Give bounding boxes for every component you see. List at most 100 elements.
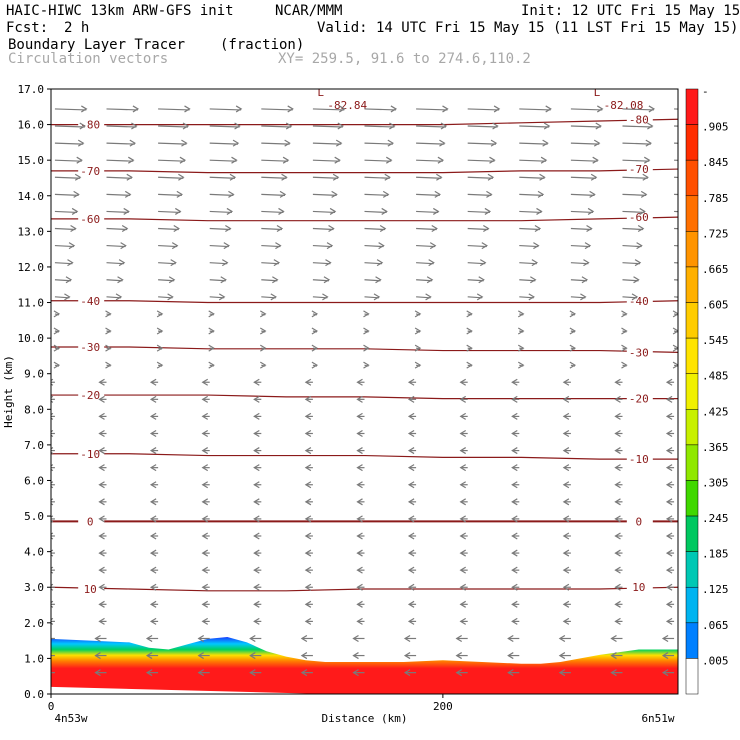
wind-vector (158, 259, 177, 267)
wind-vector (407, 515, 417, 523)
colorbar-swatch (685, 444, 699, 481)
wind-vector (312, 276, 331, 284)
wind-vector (407, 378, 417, 386)
wind-vector (209, 139, 240, 147)
vector-label: Circulation vectors (8, 51, 169, 67)
wind-vector (304, 600, 313, 608)
wind-vector (312, 190, 338, 198)
isotherm-label-bg (78, 212, 105, 225)
wind-vector (53, 310, 61, 318)
wind-vector (364, 259, 384, 267)
wind-vector (106, 105, 140, 113)
wind-vector (614, 515, 623, 523)
wind-vector (511, 481, 520, 489)
isotherm-label-bg (78, 164, 105, 177)
wind-vector (672, 310, 678, 318)
wind-vector (106, 242, 127, 250)
wind-vector (665, 481, 675, 489)
wind-vector (261, 276, 279, 284)
wind-vector (208, 310, 215, 318)
wind-vector (261, 156, 290, 164)
wind-vector (261, 173, 288, 181)
wind-vector (98, 464, 107, 472)
wind-vector (149, 412, 159, 420)
wind-vector (300, 634, 313, 642)
wind-vector (407, 447, 417, 455)
wind-vector (414, 344, 422, 352)
wind-vector (158, 190, 184, 198)
wind-vector (201, 617, 210, 625)
wind-vector (467, 156, 496, 164)
wind-vector (511, 600, 520, 608)
wind-vector (455, 669, 468, 677)
wind-vector (106, 293, 123, 301)
wind-vector (661, 669, 675, 677)
wind-vector (300, 652, 313, 660)
wind-vector (665, 583, 675, 591)
wind-vector (459, 515, 468, 523)
wind-vector (467, 276, 485, 284)
wind-vector (312, 105, 346, 113)
plot-frame (50, 88, 679, 695)
wind-vector (459, 532, 468, 540)
wind-vector (98, 600, 107, 608)
wind-vector (562, 617, 571, 625)
isotherm--80 (51, 118, 678, 126)
wind-vector (98, 395, 107, 403)
wind-vector (156, 361, 164, 369)
wind-vector (570, 224, 593, 233)
wind-vector (467, 105, 501, 113)
wind-vector (356, 532, 365, 540)
wind-vector (562, 378, 571, 386)
wind-vector (364, 105, 398, 113)
wind-vector (622, 156, 651, 164)
isotherm-label-bg (626, 113, 653, 126)
wind-vector (311, 344, 319, 352)
colorbar-label: .605 (702, 299, 729, 312)
wind-vector (661, 652, 675, 660)
wind-vector (261, 242, 282, 250)
wind-vector (569, 361, 577, 369)
wind-vector (54, 207, 79, 215)
wind-vector (98, 498, 107, 506)
wind-vector (253, 515, 262, 523)
wind-vector (54, 139, 85, 147)
wind-vector (511, 447, 520, 455)
wind-vector (156, 344, 164, 352)
wind-vector (145, 652, 159, 660)
wind-vector (149, 498, 159, 506)
wind-vector (364, 207, 388, 215)
isotherm-label-bg (78, 118, 105, 131)
wind-vector (356, 566, 365, 574)
wind-vector (665, 532, 675, 540)
y-tick-label: 7.0 (24, 439, 44, 452)
wind-vector (106, 156, 135, 164)
wind-vector (364, 122, 396, 130)
wind-vector (665, 464, 675, 472)
wind-vector (105, 310, 112, 318)
wind-vector (209, 276, 227, 284)
wind-vector (201, 395, 210, 403)
wind-vector (403, 652, 417, 660)
wind-vector (614, 549, 623, 557)
wind-vector (54, 259, 74, 267)
wind-vector (356, 395, 365, 403)
wind-vector (364, 156, 393, 164)
isotherm-label: 10 (84, 583, 97, 596)
wind-vector (517, 327, 525, 335)
run-title: HAIC-HIWC 13km ARW-GFS init (6, 3, 234, 19)
wind-vector (363, 327, 370, 335)
isotherm--70 (51, 168, 678, 174)
y-tick-label: 3.0 (24, 581, 44, 594)
wind-vector (304, 412, 313, 420)
y-tick-label: 16.0 (18, 119, 45, 132)
wind-vector (610, 652, 623, 660)
colorbar-label: .545 (702, 334, 729, 347)
colorbar-swatch (685, 373, 699, 410)
wind-vector (158, 207, 182, 215)
wind-vector (98, 515, 107, 523)
wind-vector (259, 310, 267, 318)
wind-vector (511, 412, 520, 420)
wind-vector (511, 378, 520, 386)
minimum-marker: L (317, 86, 324, 99)
